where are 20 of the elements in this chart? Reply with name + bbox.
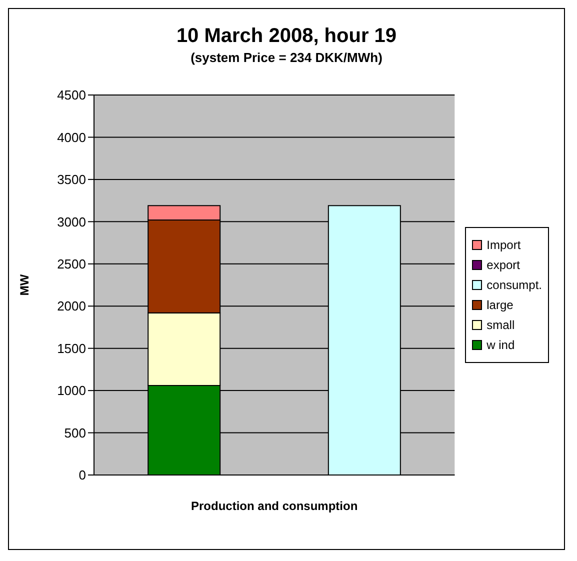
y-tick-label: 3500 xyxy=(57,172,86,188)
y-tick-label: 4500 xyxy=(57,88,86,103)
legend-label: export xyxy=(486,258,520,272)
y-axis-title: MW xyxy=(17,274,32,296)
legend-label: w ind xyxy=(486,338,515,352)
y-tick-label: 3000 xyxy=(57,214,86,230)
y-tick-label: 500 xyxy=(64,425,86,440)
y-tick-label: 4000 xyxy=(57,130,86,145)
legend-label: Import xyxy=(486,238,521,252)
y-tick-label: 2500 xyxy=(57,256,86,272)
y-tick-label: 1000 xyxy=(57,383,86,398)
y-tick-label: 1500 xyxy=(57,340,86,356)
y-tick-label: 0 xyxy=(78,468,86,483)
chart-title: 10 March 2008, hour 19 xyxy=(175,25,398,48)
y-tick-label: 2000 xyxy=(57,298,86,314)
legend-label: large xyxy=(486,298,514,312)
legend-label: small xyxy=(486,318,515,332)
chart-subtitle: (system Price = 234 DKK/MWh) xyxy=(190,50,384,65)
x-axis-title: Production and consumption xyxy=(190,499,358,513)
legend-label: consumpt. xyxy=(486,278,542,292)
